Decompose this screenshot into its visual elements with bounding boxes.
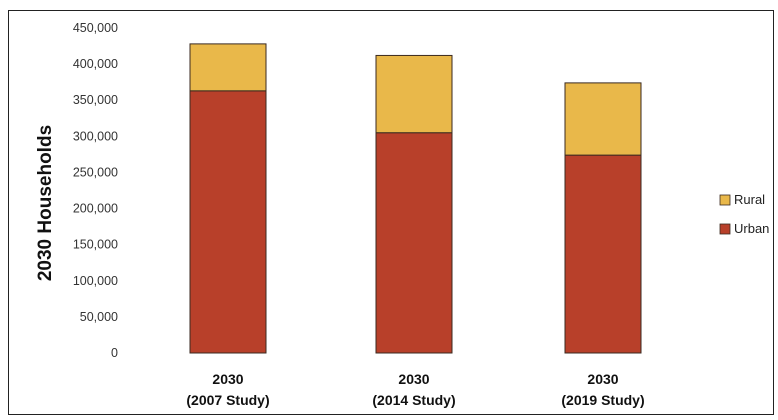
y-axis-ticks: 0 50,000 100,000 150,000 200,000 250,000 300,0… [73, 21, 118, 360]
x-tick-label: 2030 [587, 371, 618, 387]
bar-urban-2 [375, 132, 453, 354]
y-tick-label: 200,000 [73, 202, 118, 216]
bar-rural-2 [375, 54, 453, 134]
y-axis-title-group: 2030 Households [35, 125, 56, 281]
y-tick-label: 150,000 [73, 238, 118, 252]
y-axis-title: 2030 Households [35, 125, 56, 281]
x-tick-label: (2007 Study) [186, 392, 269, 408]
y-tick-label: 450,000 [73, 21, 118, 35]
legend-swatch-urban [719, 223, 731, 235]
legend-label-rural: Rural [734, 192, 765, 207]
y-tick-label: 100,000 [73, 274, 118, 288]
y-tick-label: 0 [111, 346, 118, 360]
x-tick-label: (2019 Study) [561, 392, 644, 408]
legend: Rural Urban [719, 192, 769, 236]
bar-urban-1 [189, 90, 267, 354]
y-tick-label: 50,000 [80, 310, 118, 324]
bar-urban-3 [564, 154, 642, 354]
legend-label-urban: Urban [734, 221, 769, 236]
x-tick-label: (2014 Study) [372, 392, 455, 408]
bar-rural-3 [564, 82, 642, 156]
bars [189, 43, 642, 354]
y-tick-label: 300,000 [73, 129, 118, 143]
y-tick-label: 250,000 [73, 165, 118, 179]
x-tick-label: 2030 [212, 371, 243, 387]
y-tick-label: 350,000 [73, 93, 118, 107]
bar-rural-1 [189, 43, 267, 92]
x-axis-labels: 2030 (2007 Study) 2030 (2014 Study) 2030 (201… [186, 371, 644, 408]
legend-swatch-rural [719, 194, 731, 206]
x-tick-label: 2030 [398, 371, 429, 387]
y-tick-label: 400,000 [73, 57, 118, 71]
